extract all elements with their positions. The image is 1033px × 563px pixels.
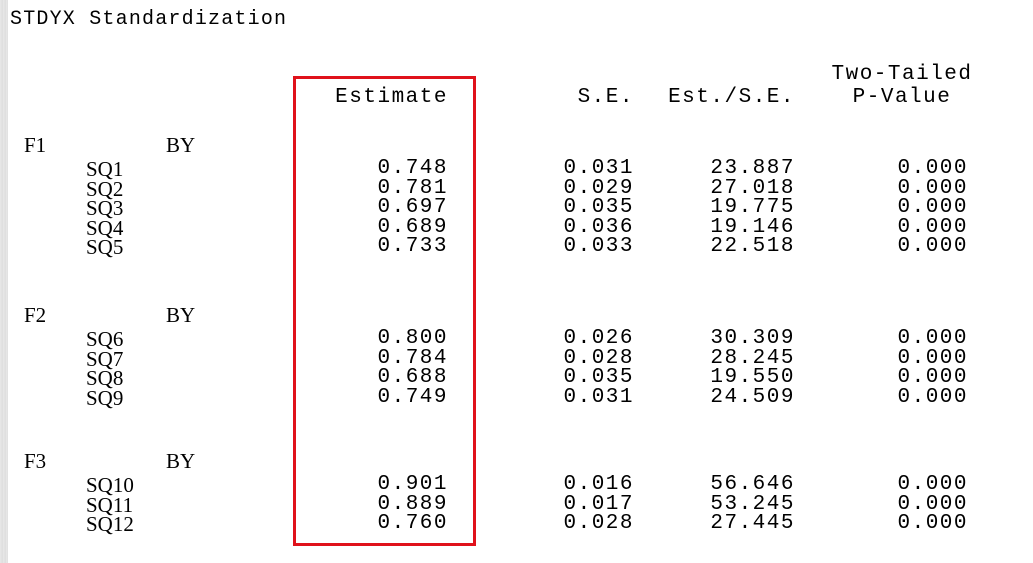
header-estimate: Estimate bbox=[335, 86, 448, 109]
indicator-label: SQ10 bbox=[86, 473, 134, 497]
est-se-value: 56.646 bbox=[710, 473, 795, 496]
header-pvalue-line1: Two-Tailed bbox=[831, 63, 973, 86]
relation-label: BY bbox=[166, 449, 196, 473]
se-value: 0.033 bbox=[563, 235, 634, 258]
est-se-value: 19.550 bbox=[710, 366, 795, 389]
indicator-label: SQ2 bbox=[86, 177, 124, 201]
est-se-value: 19.146 bbox=[710, 216, 795, 239]
se-value: 0.017 bbox=[563, 493, 634, 516]
estimate-value: 0.689 bbox=[377, 216, 448, 239]
p-value: 0.000 bbox=[897, 366, 968, 389]
est-se-value: 27.445 bbox=[710, 512, 795, 535]
se-value: 0.029 bbox=[563, 177, 634, 200]
p-value: 0.000 bbox=[897, 235, 968, 258]
p-value: 0.000 bbox=[897, 157, 968, 180]
est-se-value: 23.887 bbox=[710, 157, 795, 180]
p-value: 0.000 bbox=[897, 386, 968, 409]
est-se-value: 27.018 bbox=[710, 177, 795, 200]
p-value: 0.000 bbox=[897, 512, 968, 535]
se-value: 0.036 bbox=[563, 216, 634, 239]
p-value: 0.000 bbox=[897, 347, 968, 370]
header-se: S.E. bbox=[577, 86, 634, 109]
se-value: 0.028 bbox=[563, 512, 634, 535]
section-title: STDYX Standardization bbox=[10, 8, 288, 31]
est-se-value: 53.245 bbox=[710, 493, 795, 516]
indicator-label: SQ6 bbox=[86, 327, 124, 351]
estimate-value: 0.784 bbox=[377, 347, 448, 370]
estimate-value: 0.781 bbox=[377, 177, 448, 200]
p-value: 0.000 bbox=[897, 493, 968, 516]
se-value: 0.026 bbox=[563, 327, 634, 350]
p-value: 0.000 bbox=[897, 473, 968, 496]
p-value: 0.000 bbox=[897, 327, 968, 350]
factor-label: F1 bbox=[24, 133, 47, 157]
p-value: 0.000 bbox=[897, 196, 968, 219]
indicator-label: SQ12 bbox=[86, 512, 134, 536]
p-value: 0.000 bbox=[897, 216, 968, 239]
factor-label: F3 bbox=[24, 449, 47, 473]
se-value: 0.031 bbox=[563, 386, 634, 409]
estimate-value: 0.688 bbox=[377, 366, 448, 389]
se-value: 0.016 bbox=[563, 473, 634, 496]
estimate-value: 0.748 bbox=[377, 157, 448, 180]
estimate-value: 0.800 bbox=[377, 327, 448, 350]
estimate-value: 0.760 bbox=[377, 512, 448, 535]
header-pvalue-line2: P-Value bbox=[852, 86, 952, 109]
header-est-se: Est./S.E. bbox=[668, 86, 795, 109]
estimate-highlight-box bbox=[293, 76, 476, 546]
indicator-label: SQ1 bbox=[86, 157, 124, 181]
p-value: 0.000 bbox=[897, 177, 968, 200]
indicator-label: SQ4 bbox=[86, 216, 124, 240]
se-value: 0.028 bbox=[563, 347, 634, 370]
est-se-value: 28.245 bbox=[710, 347, 795, 370]
indicator-label: SQ3 bbox=[86, 196, 124, 220]
se-value: 0.031 bbox=[563, 157, 634, 180]
estimate-value: 0.889 bbox=[377, 493, 448, 516]
est-se-value: 19.775 bbox=[710, 196, 795, 219]
indicator-label: SQ9 bbox=[86, 386, 124, 410]
factor-label: F2 bbox=[24, 303, 47, 327]
estimate-value: 0.733 bbox=[377, 235, 448, 258]
estimate-value: 0.697 bbox=[377, 196, 448, 219]
indicator-label: SQ5 bbox=[86, 235, 124, 259]
est-se-value: 24.509 bbox=[710, 386, 795, 409]
estimate-value: 0.901 bbox=[377, 473, 448, 496]
relation-label: BY bbox=[166, 303, 196, 327]
indicator-label: SQ8 bbox=[86, 366, 124, 390]
se-value: 0.035 bbox=[563, 196, 634, 219]
se-value: 0.035 bbox=[563, 366, 634, 389]
est-se-value: 30.309 bbox=[710, 327, 795, 350]
estimate-value: 0.749 bbox=[377, 386, 448, 409]
relation-label: BY bbox=[166, 133, 196, 157]
left-window-border bbox=[0, 0, 8, 563]
indicator-label: SQ11 bbox=[86, 493, 134, 517]
indicator-label: SQ7 bbox=[86, 347, 124, 371]
est-se-value: 22.518 bbox=[710, 235, 795, 258]
